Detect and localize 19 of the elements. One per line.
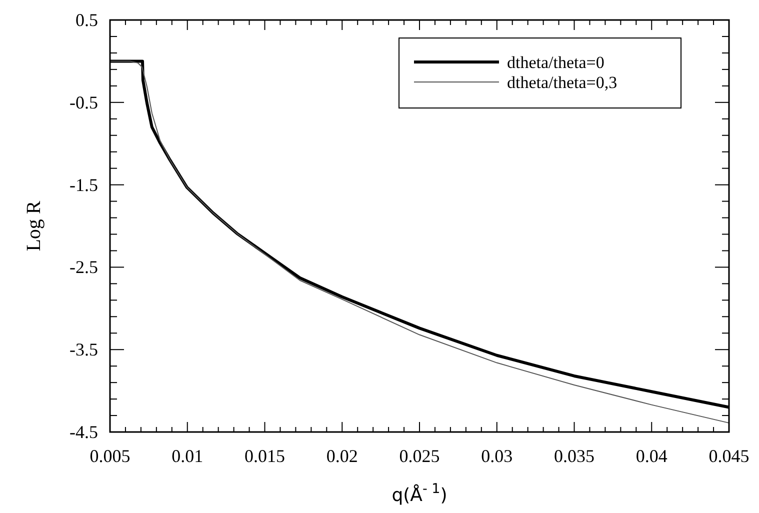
x-axis-title: q(Å$^{- 1}$) (392, 481, 448, 506)
y-tick-label: -2.5 (70, 257, 98, 278)
y-tick-label: -4.5 (70, 422, 98, 442)
x-tick-label: 0.045 (708, 446, 750, 466)
x-tick-label: 0.015 (244, 446, 285, 466)
legend-label: dtheta/theta=0,3 (507, 73, 618, 92)
legend-label: dtheta/theta=0 (507, 53, 604, 72)
x-tick-label: 0.035 (554, 446, 594, 466)
y-tick-label: -1.5 (70, 174, 98, 195)
x-tick-label: 0.03 (481, 446, 513, 466)
y-tick-label: -0.5 (70, 92, 98, 112)
x-tick-label: 0.01 (172, 446, 204, 466)
y-tick-label: -3.5 (70, 340, 98, 360)
y-axis-title: Log R (23, 200, 45, 252)
x-tick-label: 0.025 (399, 446, 440, 466)
x-tick-label: 0.04 (636, 446, 668, 466)
x-tick-label: 0.02 (326, 446, 358, 466)
x-tick-label: 0.005 (90, 446, 130, 466)
y-tick-label: 0.5 (76, 10, 98, 30)
